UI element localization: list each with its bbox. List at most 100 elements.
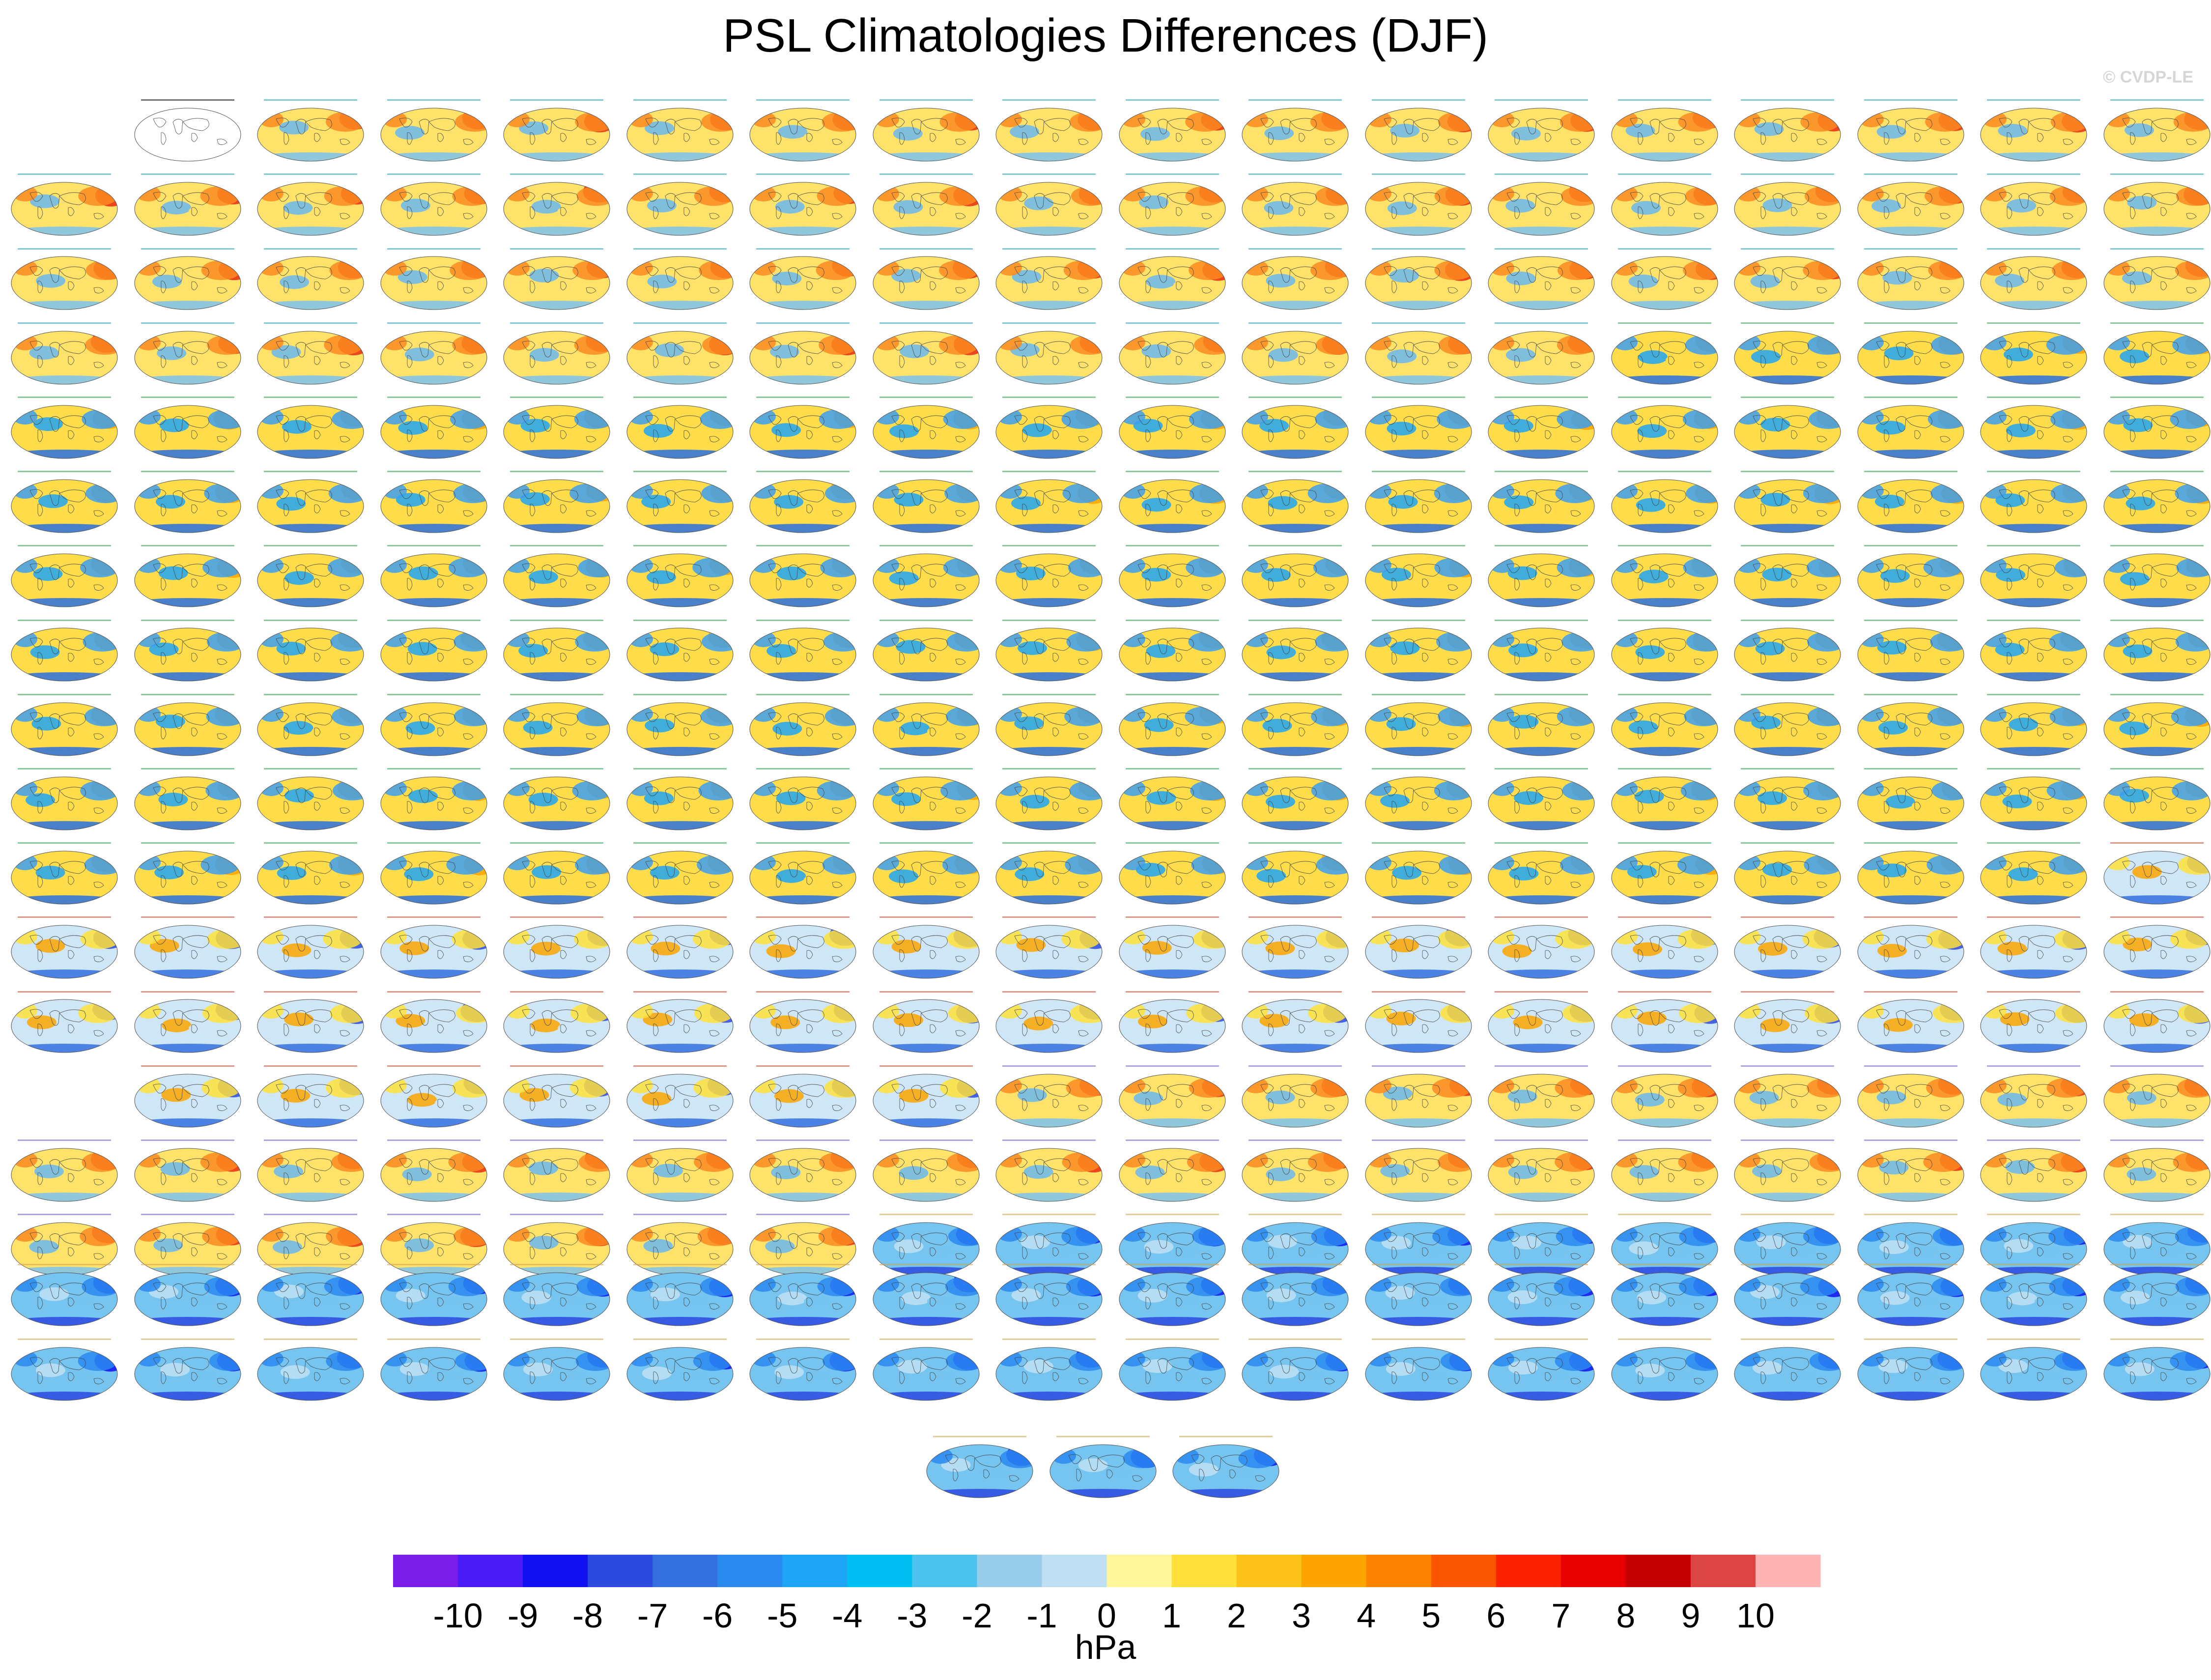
panel-caption-stripe bbox=[622, 617, 738, 622]
globe-map bbox=[1119, 182, 1225, 236]
map-panel bbox=[744, 613, 861, 686]
panel-caption-stripe bbox=[868, 395, 985, 399]
colorbar-swatch bbox=[1431, 1555, 1497, 1587]
map-panel bbox=[375, 762, 492, 835]
panel-caption-stripe bbox=[991, 395, 1107, 399]
colorbar-swatch bbox=[1366, 1555, 1432, 1587]
panel-caption-stripe bbox=[622, 543, 738, 548]
map-panel bbox=[1975, 242, 2092, 314]
map-panel bbox=[1483, 613, 1600, 686]
map-panel bbox=[622, 168, 738, 240]
map-panel bbox=[991, 613, 1107, 686]
panel-caption-stripe bbox=[991, 692, 1107, 697]
map-panel bbox=[1606, 316, 1723, 389]
globe-map bbox=[503, 702, 610, 756]
globe-map bbox=[1734, 331, 1841, 385]
map-panel bbox=[1114, 391, 1231, 463]
map-panel bbox=[744, 762, 861, 835]
globe-map bbox=[1119, 702, 1225, 756]
globe-map bbox=[1980, 702, 2087, 756]
globe-map bbox=[380, 405, 487, 459]
globe-map bbox=[1980, 405, 2087, 459]
map-panel bbox=[2098, 242, 2211, 314]
map-panel bbox=[498, 391, 615, 463]
map-panel bbox=[1483, 242, 1600, 314]
map-panel bbox=[1483, 391, 1600, 463]
map-panel bbox=[1606, 168, 1723, 240]
map-panel bbox=[375, 242, 492, 314]
map-panel bbox=[129, 613, 246, 686]
map-panel bbox=[1114, 539, 1231, 612]
map-panel bbox=[1114, 316, 1231, 389]
panel-caption-stripe bbox=[498, 395, 615, 399]
globe-map bbox=[1488, 702, 1595, 756]
globe-map bbox=[1488, 553, 1595, 607]
map-panel bbox=[991, 688, 1107, 761]
map-panel bbox=[1360, 168, 1477, 240]
map-panel bbox=[129, 762, 246, 835]
globe-map bbox=[11, 331, 118, 385]
map-panel bbox=[1360, 316, 1477, 389]
globe-map bbox=[503, 108, 610, 162]
map-panel bbox=[1360, 613, 1477, 686]
panel-caption-stripe bbox=[744, 692, 861, 697]
map-panel bbox=[1606, 242, 1723, 314]
panel-caption-stripe bbox=[991, 469, 1107, 474]
map-panel bbox=[991, 93, 1107, 166]
globe-map bbox=[873, 702, 979, 756]
panel-caption-stripe bbox=[1729, 246, 1846, 251]
panel-caption-stripe bbox=[1114, 543, 1231, 548]
globe-map bbox=[1365, 256, 1472, 310]
colorbar-swatch bbox=[847, 1555, 912, 1587]
map-panel bbox=[1729, 613, 1846, 686]
panel-caption-stripe bbox=[1237, 171, 1354, 176]
map-panel bbox=[1852, 316, 1969, 389]
panel-caption-stripe bbox=[375, 395, 492, 399]
map-panel bbox=[991, 539, 1107, 612]
panel-caption-stripe bbox=[1975, 97, 2092, 102]
map-panel bbox=[252, 613, 369, 686]
globe-map bbox=[257, 776, 364, 830]
map-panel bbox=[1237, 688, 1354, 761]
panel-caption-stripe bbox=[6, 766, 123, 771]
map-panel bbox=[744, 465, 861, 538]
colorbar-swatch bbox=[782, 1555, 848, 1587]
panel-caption-stripe bbox=[375, 617, 492, 622]
colorbar-swatch bbox=[1496, 1555, 1561, 1587]
panel-caption-stripe bbox=[2098, 543, 2211, 548]
page-title: PSL Climatologies Differences (DJF) bbox=[723, 9, 1488, 62]
map-panel bbox=[1606, 391, 1723, 463]
globe-map bbox=[873, 331, 979, 385]
panel-caption-stripe bbox=[1360, 395, 1477, 399]
map-panel bbox=[2098, 316, 2211, 389]
map-panel bbox=[1852, 613, 1969, 686]
globe-map bbox=[1119, 256, 1225, 310]
panel-caption-stripe bbox=[1114, 617, 1231, 622]
globe-map bbox=[2103, 627, 2210, 682]
globe-map bbox=[134, 702, 241, 756]
globe-map bbox=[134, 479, 241, 533]
globe-map bbox=[1365, 405, 1472, 459]
panel-caption-stripe bbox=[744, 766, 861, 771]
panel-caption-stripe bbox=[252, 246, 369, 251]
globe-map bbox=[1119, 776, 1225, 830]
map-panel bbox=[375, 93, 492, 166]
panel-caption-stripe bbox=[375, 246, 492, 251]
globe-map bbox=[380, 627, 487, 682]
globe-map bbox=[1611, 479, 1718, 533]
panel-caption-stripe bbox=[1483, 692, 1600, 697]
globe-map bbox=[873, 553, 979, 607]
map-panel bbox=[1852, 168, 1969, 240]
globe-map bbox=[380, 553, 487, 607]
panel-caption-stripe bbox=[2098, 692, 2211, 697]
globe-map bbox=[380, 331, 487, 385]
globe-map bbox=[1365, 479, 1472, 533]
map-panel bbox=[1975, 688, 2092, 761]
panel-caption-stripe bbox=[6, 171, 123, 176]
globe-map bbox=[1857, 108, 1964, 162]
globe-map bbox=[134, 405, 241, 459]
globe-map bbox=[749, 776, 856, 830]
panel-caption-stripe bbox=[2098, 469, 2211, 474]
panel-caption-stripe bbox=[1852, 469, 1969, 474]
colorbar-swatch bbox=[458, 1555, 523, 1587]
